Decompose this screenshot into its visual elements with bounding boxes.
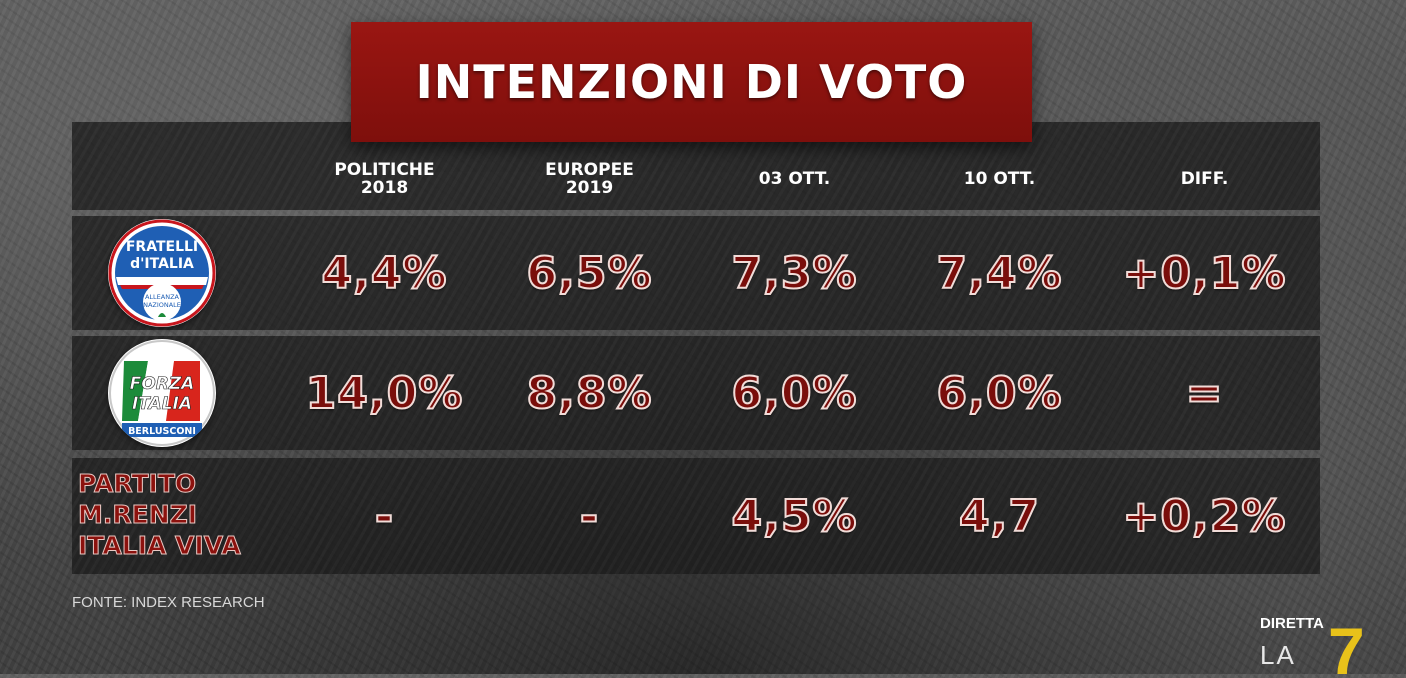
value-europee-2019: - — [579, 490, 600, 543]
fdi-logo-text-1: FRATELLI — [126, 239, 198, 255]
channel-logo-bottom-text: LA — [1260, 640, 1296, 670]
column-header-10-ott: 10 OTT. — [963, 169, 1036, 189]
value-10-ott: 7,4% — [935, 247, 1063, 300]
party-label-italia-viva: PARTITO M.RENZI ITALIA VIVA — [78, 469, 242, 561]
value-europee-2019: 6,5% — [525, 247, 653, 300]
column-header-europee-2019: EUROPEE 2019 — [545, 160, 634, 198]
value-03-ott: 7,3% — [730, 247, 858, 300]
fi-logo-text-2: ITALIA — [132, 394, 192, 414]
channel-logo-number: 7 — [1328, 614, 1365, 674]
value-politiche-2018: - — [374, 490, 395, 543]
fdi-logo-text-4: NAZIONALE — [143, 301, 181, 309]
la7-channel-logo: DIRETTA LA 7 — [1256, 612, 1406, 678]
fi-logo-text-1: FORZA — [130, 374, 195, 394]
page-title: INTENZIONI DI VOTO — [415, 55, 968, 109]
value-10-ott: 4,7 — [958, 490, 1040, 543]
column-header-03-ott: 03 OTT. — [758, 169, 831, 189]
column-header-diff: DIFF. — [1180, 169, 1229, 189]
table-row-italia-viva: PARTITO M.RENZI ITALIA VIVA - - 4,5% 4,7… — [72, 458, 1320, 574]
channel-logo-top-text: DIRETTA — [1260, 615, 1324, 632]
fi-logo-text-3: BERLUSCONI — [128, 426, 196, 437]
fdi-logo-text-2: d'ITALIA — [130, 256, 194, 272]
value-diff: +0,1% — [1122, 247, 1287, 300]
forza-italia-logo: FORZA ITALIA BERLUSCONI — [108, 339, 216, 447]
poll-table: POLITICHE 2018 EUROPEE 2019 03 OTT. 10 O… — [72, 122, 1320, 574]
title-banner: INTENZIONI DI VOTO — [351, 22, 1032, 142]
source-caption: FONTE: INDEX RESEARCH — [72, 594, 265, 611]
fratelli-ditalia-logo: FRATELLI d'ITALIA ALLEANZA NAZIONALE — [108, 219, 216, 327]
value-diff: = — [1185, 367, 1224, 420]
value-03-ott: 4,5% — [730, 490, 858, 543]
column-header-politiche-2018: POLITICHE 2018 — [334, 160, 435, 198]
value-politiche-2018: 14,0% — [305, 367, 464, 420]
value-10-ott: 6,0% — [935, 367, 1063, 420]
table-row-fratelli-ditalia: FRATELLI d'ITALIA ALLEANZA NAZIONALE 4,4… — [72, 216, 1320, 330]
fdi-logo-text-3: ALLEANZA — [145, 293, 180, 301]
value-europee-2019: 8,8% — [525, 367, 653, 420]
value-diff: +0,2% — [1122, 490, 1287, 543]
value-03-ott: 6,0% — [730, 367, 858, 420]
value-politiche-2018: 4,4% — [320, 247, 448, 300]
table-row-forza-italia: FORZA ITALIA BERLUSCONI 14,0% 8,8% 6,0% … — [72, 336, 1320, 450]
